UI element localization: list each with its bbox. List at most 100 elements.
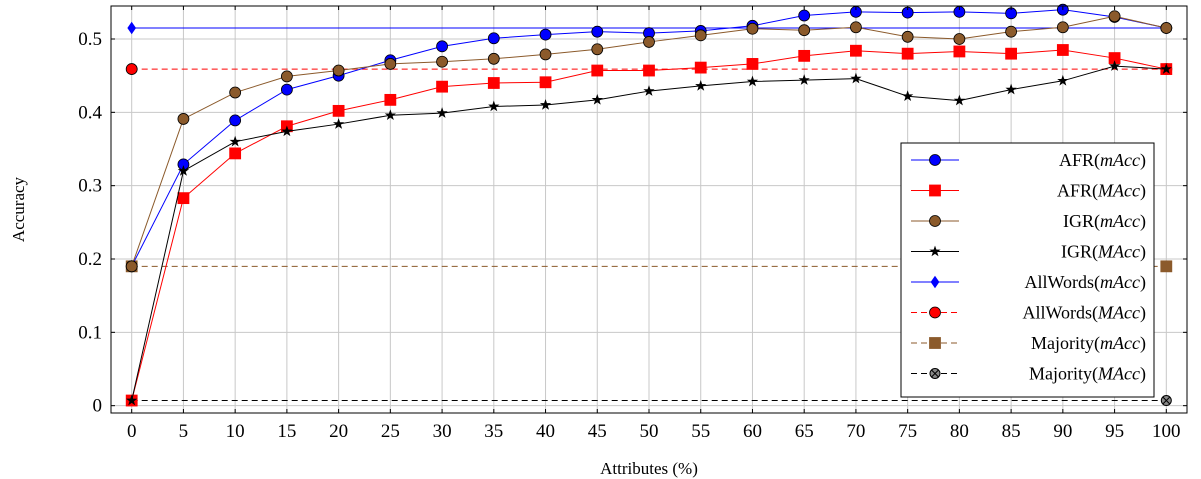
data-point (177, 192, 190, 205)
series-igr-macc (126, 60, 1172, 406)
legend-entry: AllWords(MAcc) (911, 303, 1146, 324)
data-point (901, 30, 914, 43)
y-axis-title: Accuracy (9, 176, 28, 242)
legend-marker (930, 275, 940, 289)
data-point (695, 80, 707, 91)
data-point (694, 61, 707, 74)
data-point (1160, 395, 1172, 407)
y-tick-label: 0.5 (78, 29, 102, 50)
legend-label: AllWords(MAcc) (1022, 303, 1146, 324)
data-point (694, 29, 707, 42)
x-tick-label: 25 (381, 421, 400, 442)
legend-entry: AFR(mAcc) (911, 150, 1146, 171)
data-point (850, 44, 862, 57)
data-point (177, 113, 190, 125)
data-point (332, 64, 345, 77)
data-point (798, 24, 811, 37)
x-tick-label: 95 (1105, 421, 1124, 442)
x-tick-label: 60 (743, 421, 762, 442)
legend-entry: Majority(mAcc) (911, 333, 1146, 354)
legend-label: AFR(mAcc) (1059, 150, 1146, 171)
x-tick-label: 85 (1002, 421, 1021, 442)
data-point (591, 43, 604, 56)
data-point (1160, 260, 1173, 273)
data-point (487, 52, 500, 65)
data-point (280, 70, 293, 83)
x-tick-label: 15 (277, 421, 296, 442)
data-point (953, 33, 966, 45)
legend-label: Majority(MAcc) (1029, 364, 1146, 385)
x-tick-label: 65 (795, 421, 814, 442)
data-point (487, 77, 500, 89)
data-point (229, 147, 242, 160)
data-point (1160, 22, 1173, 34)
legend-entry: AFR(MAcc) (911, 181, 1146, 202)
legend-entry: IGR(MAcc) (911, 242, 1146, 263)
data-point (125, 63, 138, 75)
data-point (229, 114, 242, 127)
legend-marker (929, 368, 941, 379)
series-lines (125, 3, 1173, 407)
data-point (229, 86, 242, 99)
data-point (746, 58, 759, 70)
x-tick-label: 50 (640, 421, 659, 442)
data-point (332, 118, 345, 129)
x-tick-label: 90 (1053, 421, 1072, 442)
legend-marker (929, 245, 941, 257)
data-point (591, 25, 604, 38)
x-tick-label: 0 (127, 421, 137, 442)
data-point (1057, 74, 1069, 86)
data-point (901, 47, 914, 60)
legend-entry: AllWords(mAcc) (911, 272, 1146, 293)
data-point (850, 21, 862, 34)
tick-labels: 0 5 10 15 20 25 30 35 40 45 50 55 60 65 70 75 80 85 90 95 10… (78, 29, 1180, 442)
data-point (746, 75, 759, 87)
data-point (126, 394, 138, 406)
data-point (902, 90, 914, 101)
data-point (229, 135, 241, 147)
data-point (953, 45, 966, 58)
data-point (436, 55, 448, 68)
data-point (332, 104, 345, 117)
y-tick-label: 0.3 (78, 176, 102, 197)
data-point (798, 9, 811, 22)
data-point (591, 64, 604, 77)
data-point (798, 49, 811, 62)
data-point (436, 80, 448, 93)
data-point (591, 93, 603, 105)
y-tick-label: 0 (93, 396, 103, 417)
data-point (643, 85, 655, 96)
data-point (798, 74, 810, 85)
x-tick-label: 30 (433, 421, 452, 442)
data-point (1005, 25, 1018, 38)
legend-label: AFR(MAcc) (1057, 181, 1146, 202)
x-tick-label: 45 (588, 421, 607, 442)
legend-marker (929, 184, 941, 197)
data-point (436, 40, 448, 53)
data-point (488, 100, 500, 112)
data-point (539, 99, 552, 110)
legend-box (900, 142, 1155, 398)
data-point (1108, 10, 1121, 23)
legend-entry: IGR(mAcc) (911, 211, 1146, 232)
data-point (643, 36, 655, 48)
data-point (539, 28, 552, 41)
legend-marker (929, 154, 941, 166)
x-tick-label: 75 (898, 421, 917, 442)
data-point (177, 165, 190, 176)
x-tick-label: 80 (950, 421, 969, 442)
data-point (487, 32, 500, 45)
x-axis-title: Attributes (%) (600, 459, 698, 478)
data-point (384, 58, 397, 70)
data-point (746, 22, 759, 35)
data-point (1005, 47, 1018, 60)
legend-marker (929, 306, 941, 319)
x-tick-label: 70 (846, 421, 865, 442)
data-point (280, 83, 293, 96)
data-point (125, 260, 138, 273)
legend-marker (929, 337, 941, 349)
data-point (384, 109, 396, 121)
y-tick-label: 0.2 (78, 249, 102, 270)
